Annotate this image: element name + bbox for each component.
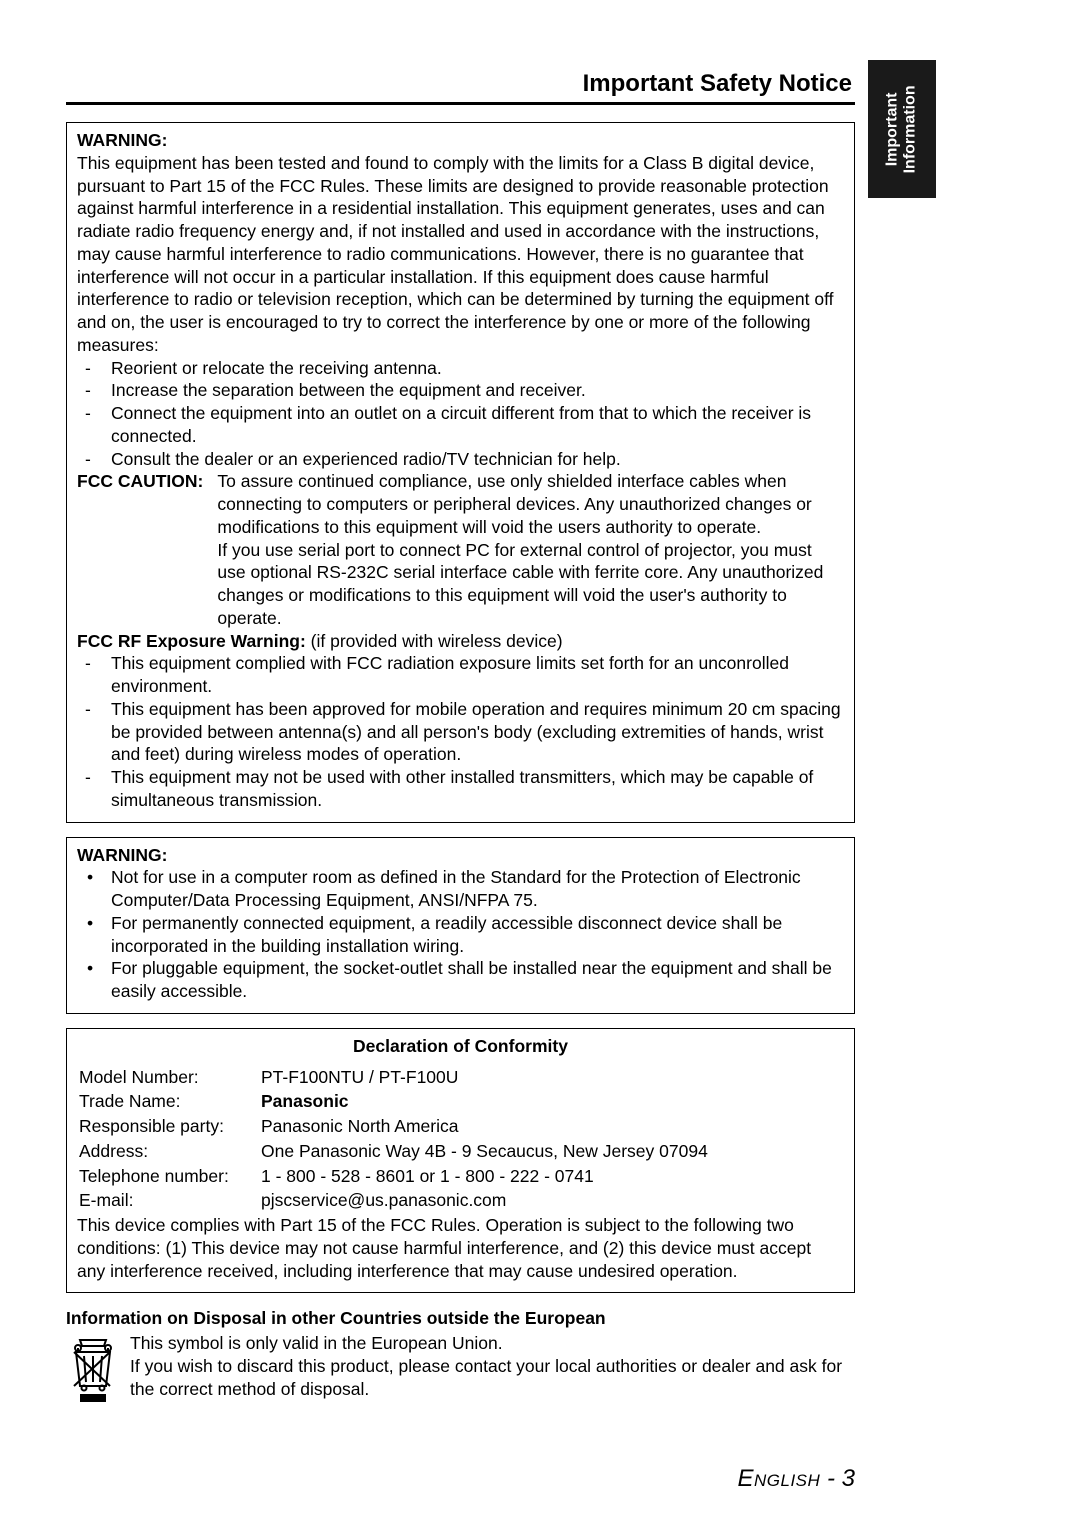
table-row: Trade Name: Panasonic (79, 1090, 842, 1113)
content-area: WARNING: This equipment has been tested … (66, 122, 855, 1410)
side-tab-label: Important Information (884, 85, 921, 173)
fcc-caution-p1: To assure continued compliance, use only… (217, 470, 844, 538)
disposal-heading: Information on Disposal in other Countri… (66, 1307, 855, 1330)
disposal-section: Information on Disposal in other Countri… (66, 1307, 855, 1410)
declaration-box: Declaration of Conformity Model Number: … (66, 1028, 855, 1294)
list-item: Consult the dealer or an experienced rad… (77, 448, 844, 471)
list-item: This equipment complied with FCC radiati… (77, 652, 844, 698)
footer-language: English (738, 1465, 821, 1492)
rf-items: This equipment complied with FCC radiati… (77, 652, 844, 811)
doc-value: Panasonic North America (261, 1115, 842, 1138)
list-item: Not for use in a computer room as define… (77, 866, 844, 912)
table-row: Model Number: PT-F100NTU / PT-F100U (79, 1066, 842, 1089)
disposal-line2: If you wish to discard this product, ple… (130, 1355, 855, 1401)
rf-label: FCC RF Exposure Warning: (77, 631, 306, 651)
doc-value: PT-F100NTU / PT-F100U (261, 1066, 842, 1089)
warning1-intro: This equipment has been tested and found… (77, 152, 844, 357)
footer-separator: - (820, 1465, 841, 1492)
table-row: Telephone number: 1 - 800 - 528 - 8601 o… (79, 1165, 842, 1188)
warning1-measures: Reorient or relocate the receiving anten… (77, 357, 844, 471)
fcc-caution-label: FCC CAUTION: (77, 470, 217, 629)
footer-page-number: 3 (842, 1465, 855, 1492)
title-rule (66, 102, 855, 105)
doc-value: Panasonic (261, 1090, 842, 1113)
page-title: Important Safety Notice (583, 68, 852, 99)
disposal-text: This symbol is only valid in the Europea… (130, 1332, 855, 1410)
doc-label: Trade Name: (79, 1090, 259, 1113)
declaration-title: Declaration of Conformity (77, 1035, 844, 1058)
doc-label: E-mail: (79, 1189, 259, 1212)
list-item: Connect the equipment into an outlet on … (77, 402, 844, 448)
doc-label: Model Number: (79, 1066, 259, 1089)
side-tab-line2: Information (902, 85, 919, 173)
list-item: This equipment may not be used with othe… (77, 766, 844, 812)
rf-suffix: (if provided with wireless device) (306, 631, 563, 651)
fcc-caution-p2: If you use serial port to connect PC for… (217, 539, 844, 630)
warning2-items: Not for use in a computer room as define… (77, 866, 844, 1003)
doc-label: Telephone number: (79, 1165, 259, 1188)
doc-value: One Panasonic Way 4B - 9 Secaucus, New J… (261, 1140, 842, 1163)
fcc-caution: FCC CAUTION: To assure continued complia… (77, 470, 844, 629)
side-tab: Important Information (868, 60, 936, 198)
weee-icon (66, 1334, 120, 1410)
list-item: For pluggable equipment, the socket-outl… (77, 957, 844, 1003)
rf-exposure-heading: FCC RF Exposure Warning: (if provided wi… (77, 630, 844, 653)
fcc-caution-body: To assure continued compliance, use only… (217, 470, 844, 629)
list-item: Increase the separation between the equi… (77, 379, 844, 402)
doc-label: Responsible party: (79, 1115, 259, 1138)
list-item: For permanently connected equipment, a r… (77, 912, 844, 958)
warning-box-1: WARNING: This equipment has been tested … (66, 122, 855, 823)
warning-box-2: WARNING: Not for use in a computer room … (66, 837, 855, 1014)
doc-value: 1 - 800 - 528 - 8601 or 1 - 800 - 222 - … (261, 1165, 842, 1188)
doc-label: Address: (79, 1140, 259, 1163)
table-row: E-mail: pjscservice@us.panasonic.com (79, 1189, 842, 1212)
warning1-heading: WARNING: (77, 129, 844, 152)
list-item: Reorient or relocate the receiving anten… (77, 357, 844, 380)
table-row: Responsible party: Panasonic North Ameri… (79, 1115, 842, 1138)
disposal-line1: This symbol is only valid in the Europea… (130, 1332, 855, 1355)
list-item: This equipment has been approved for mob… (77, 698, 844, 766)
table-row: Address: One Panasonic Way 4B - 9 Secauc… (79, 1140, 842, 1163)
warning2-heading: WARNING: (77, 844, 844, 867)
declaration-footer: This device complies with Part 15 of the… (77, 1214, 844, 1282)
page-footer: English - 3 (738, 1463, 856, 1494)
doc-value: pjscservice@us.panasonic.com (261, 1189, 842, 1212)
side-tab-line1: Important (884, 92, 901, 166)
declaration-table: Model Number: PT-F100NTU / PT-F100U Trad… (77, 1064, 844, 1215)
